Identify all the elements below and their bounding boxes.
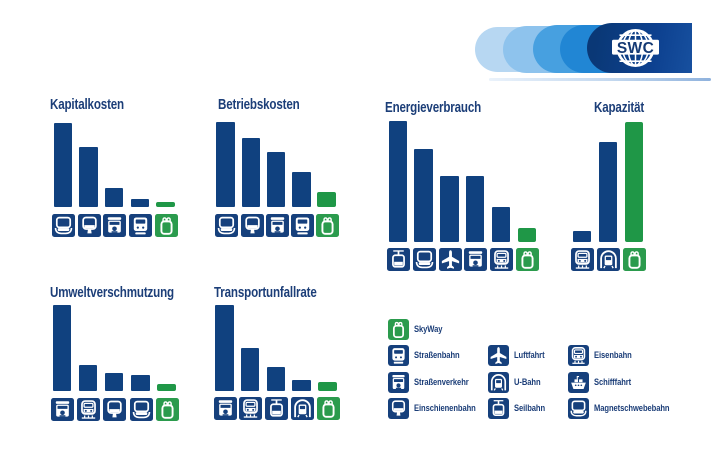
svg-text:SWC: SWC [617,40,654,57]
